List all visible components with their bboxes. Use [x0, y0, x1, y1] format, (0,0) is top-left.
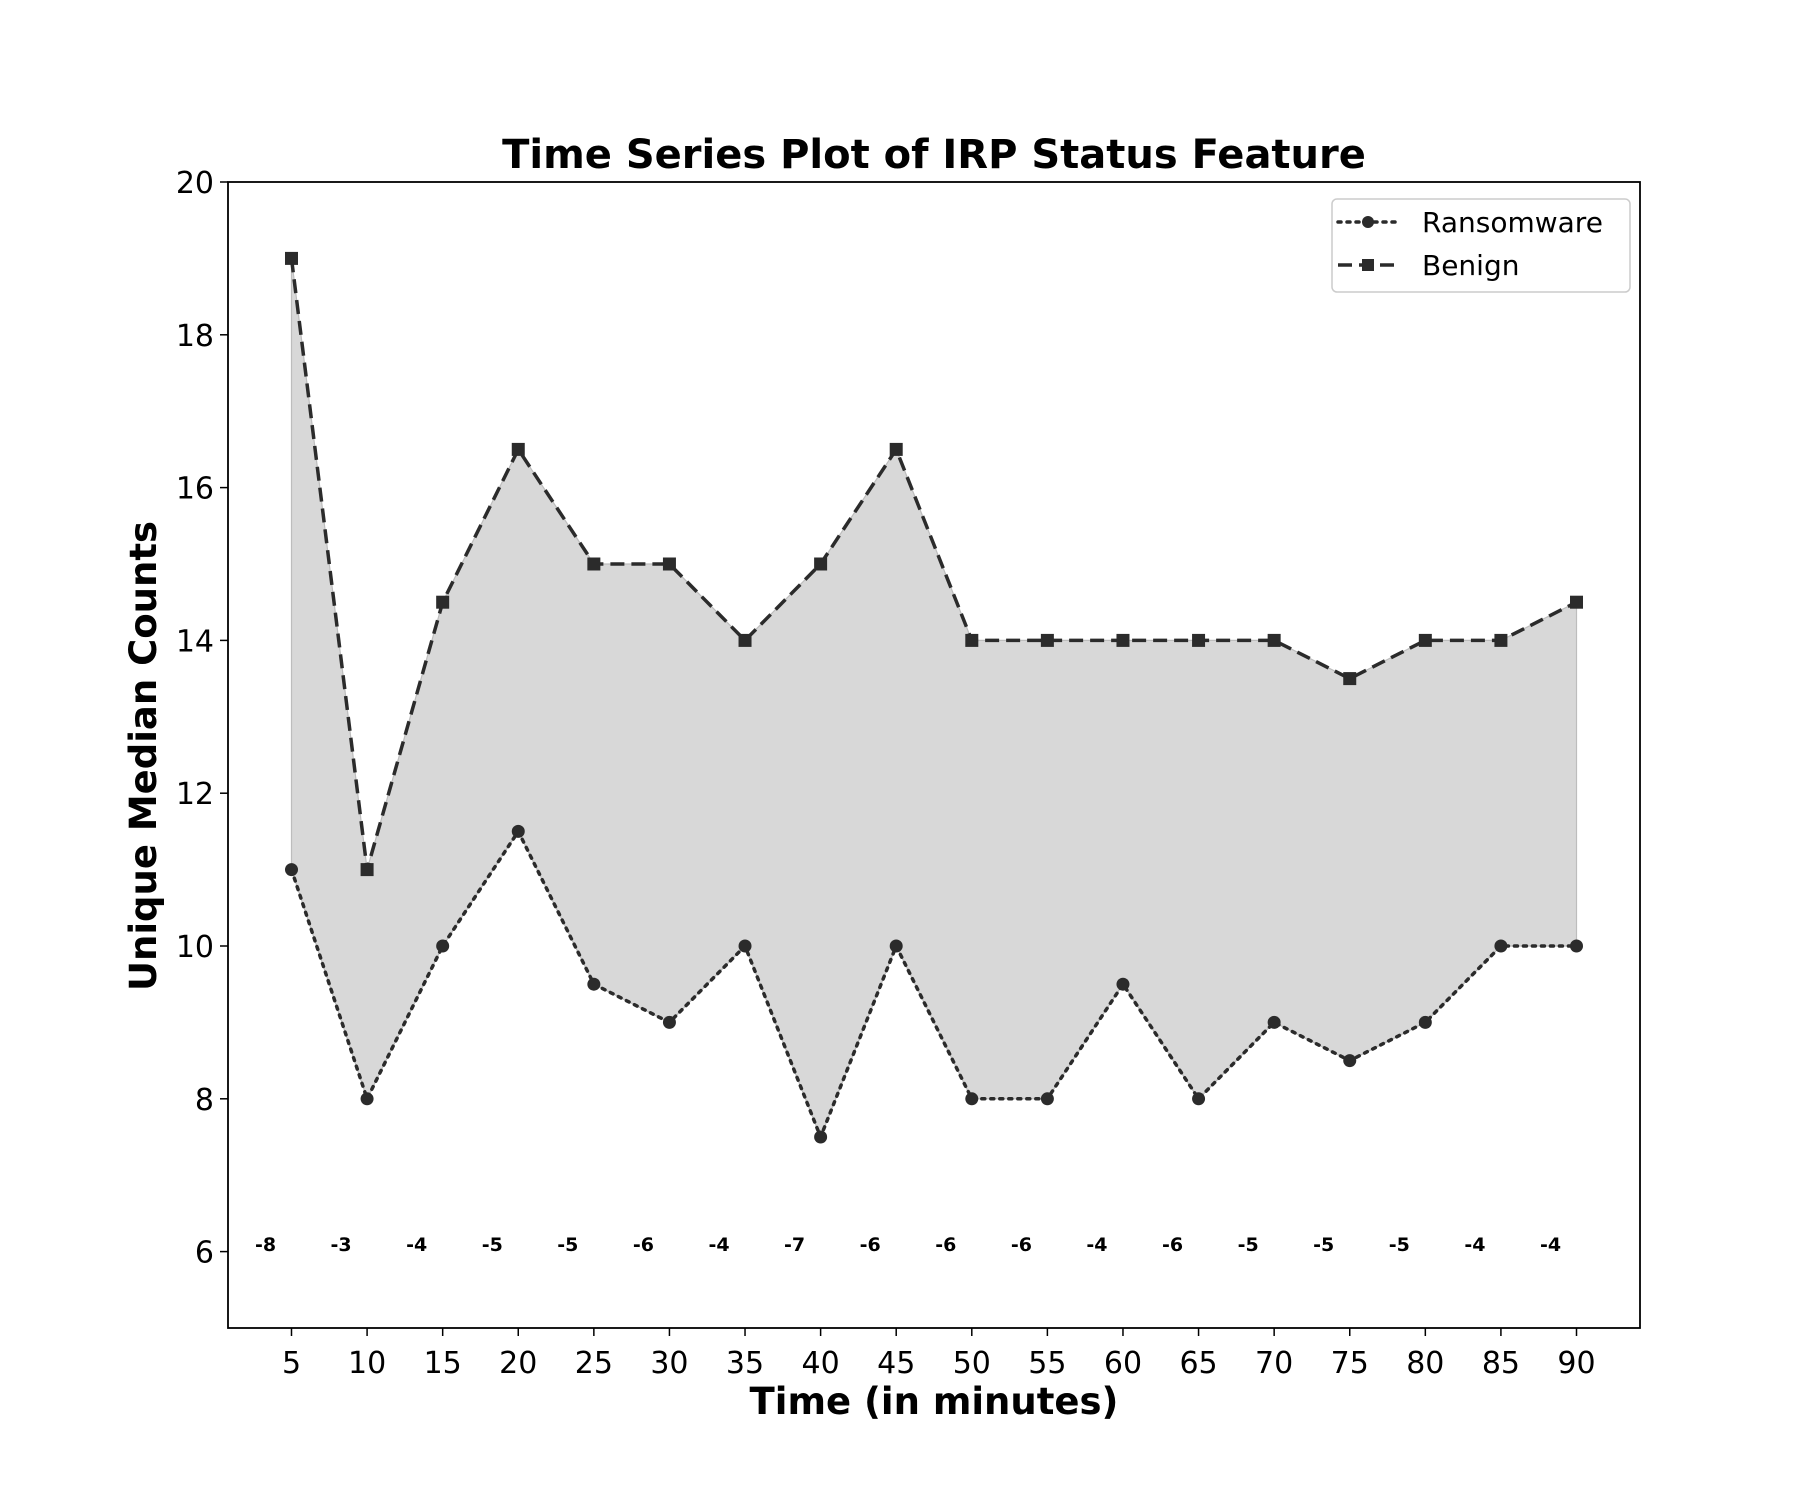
- difference-label-12: -6: [1162, 1234, 1183, 1256]
- difference-label-17: -4: [1540, 1234, 1561, 1256]
- series-ransomware-point-9: [965, 1092, 979, 1106]
- series-benign-point-0: [284, 251, 298, 265]
- x-tick-label-9: 50: [953, 1346, 991, 1381]
- series-benign-point-16: [1494, 633, 1508, 647]
- series-ransomware-point-10: [1040, 1092, 1054, 1106]
- difference-label-2: -4: [406, 1234, 427, 1256]
- difference-label-3: -5: [482, 1234, 503, 1256]
- series-ransomware-point-0: [284, 863, 298, 877]
- x-tick-label-3: 20: [499, 1346, 537, 1381]
- series-benign-point-12: [1192, 633, 1206, 647]
- y-tick-label-0: 6: [195, 1236, 214, 1271]
- x-tick-label-0: 5: [282, 1346, 301, 1381]
- series-benign-point-2: [436, 595, 450, 609]
- y-tick-label-1: 8: [195, 1083, 214, 1118]
- series-benign-point-9: [965, 633, 979, 647]
- x-tick-label-17: 90: [1557, 1346, 1595, 1381]
- series-ransomware-point-17: [1570, 939, 1584, 953]
- difference-label-0: -8: [255, 1234, 276, 1256]
- y-tick-label-5: 16: [176, 472, 214, 507]
- axes-frame: [227, 181, 1641, 1329]
- series-ransomware-point-14: [1343, 1054, 1357, 1068]
- y-axis-label: Unique Median Counts: [122, 521, 165, 991]
- x-tick-label-8: 45: [877, 1346, 915, 1381]
- series-benign-point-1: [360, 863, 374, 877]
- series-benign-point-3: [511, 442, 525, 456]
- x-tick-label-2: 15: [424, 1346, 462, 1381]
- series-ransomware-point-4: [587, 977, 601, 991]
- x-tick-label-7: 40: [802, 1346, 840, 1381]
- chart-title: Time Series Plot of IRP Status Feature: [502, 132, 1366, 178]
- legend-ransomware-label: Ransomware: [1422, 206, 1603, 239]
- difference-label-15: -5: [1389, 1234, 1410, 1256]
- series-ransomware-point-8: [889, 939, 903, 953]
- series-ransomware-point-12: [1192, 1092, 1206, 1106]
- series-benign-point-5: [662, 557, 676, 571]
- difference-label-1: -3: [331, 1234, 352, 1256]
- difference-label-5: -6: [633, 1234, 654, 1256]
- difference-label-8: -6: [860, 1234, 881, 1256]
- x-tick-label-4: 25: [575, 1346, 613, 1381]
- series-ransomware-point-5: [662, 1015, 676, 1029]
- x-tick-label-15: 80: [1406, 1346, 1444, 1381]
- legend-benign-marker: [1362, 259, 1374, 271]
- difference-label-13: -5: [1238, 1234, 1259, 1256]
- difference-label-14: -5: [1313, 1234, 1334, 1256]
- x-tick-label-10: 55: [1028, 1346, 1066, 1381]
- series-ransomware-point-6: [738, 939, 752, 953]
- series-benign-point-14: [1343, 672, 1357, 686]
- difference-label-6: -4: [708, 1234, 729, 1256]
- difference-label-11: -4: [1086, 1234, 1107, 1256]
- x-tick-label-11: 60: [1104, 1346, 1142, 1381]
- difference-label-4: -5: [557, 1234, 578, 1256]
- difference-label-9: -6: [935, 1234, 956, 1256]
- legend-frame: [1331, 198, 1631, 293]
- series-benign-point-10: [1040, 633, 1054, 647]
- series-benign-point-7: [814, 557, 828, 571]
- plot-area: 5 10 15 20 25 30 35 40 45 50 55 60 65 70 75 80 85 90 6 8 10 1…: [176, 166, 1641, 1381]
- x-tick-label-13: 70: [1255, 1346, 1293, 1381]
- legend-ransomware-marker: [1362, 216, 1374, 228]
- series-benign-point-6: [738, 633, 752, 647]
- series-ransomware-point-11: [1116, 977, 1130, 991]
- difference-label-16: -4: [1464, 1234, 1485, 1256]
- series-benign-point-11: [1116, 633, 1130, 647]
- x-tick-label-14: 75: [1331, 1346, 1369, 1381]
- x-axis-label: Time (in minutes): [750, 1380, 1119, 1423]
- series-ransomware-line: [289, 829, 1579, 1139]
- series-benign-point-15: [1418, 633, 1432, 647]
- series-ransomware-point-15: [1418, 1015, 1432, 1029]
- series-ransomware-point-2: [436, 939, 450, 953]
- y-tick-label-6: 18: [176, 319, 214, 354]
- series-ransomware-point-3: [511, 824, 525, 838]
- series-ransomware-point-1: [360, 1092, 374, 1106]
- difference-label-10: -6: [1011, 1234, 1032, 1256]
- series-ransomware-point-13: [1267, 1015, 1281, 1029]
- series-benign-point-13: [1267, 633, 1281, 647]
- series-ransomware-point-16: [1494, 939, 1508, 953]
- y-tick-label-2: 10: [176, 930, 214, 965]
- x-tick-label-1: 10: [348, 1346, 386, 1381]
- x-tick-label-16: 85: [1482, 1346, 1520, 1381]
- x-tick-label-6: 35: [726, 1346, 764, 1381]
- legend: Ransomware Benign: [1331, 198, 1631, 293]
- series-benign-point-8: [889, 442, 903, 456]
- legend-benign-label: Benign: [1422, 249, 1519, 282]
- x-tick-label-12: 65: [1179, 1346, 1217, 1381]
- series-ransomware-point-7: [814, 1130, 828, 1144]
- y-tick-label-4: 14: [176, 624, 214, 659]
- difference-label-7: -7: [784, 1234, 805, 1256]
- y-tick-label-7: 20: [176, 166, 214, 201]
- fill-between-area: [290, 258, 1578, 1139]
- series-benign-point-17: [1570, 595, 1584, 609]
- series-benign-line: [289, 258, 1578, 872]
- x-tick-label-5: 30: [650, 1346, 688, 1381]
- series-benign-point-4: [587, 557, 601, 571]
- y-tick-label-3: 12: [176, 777, 214, 812]
